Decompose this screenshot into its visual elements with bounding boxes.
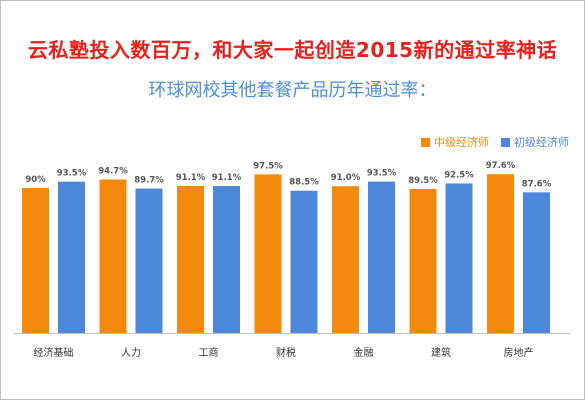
bar-junior-3 <box>290 190 318 333</box>
data-label-mid-2: 91.1% <box>176 173 206 183</box>
category-label-5: 建筑 <box>431 346 451 359</box>
category-label-6: 房地产 <box>504 346 534 359</box>
headline: 云私塾投入数百万，和大家一起创造2015新的通过率神话 <box>27 38 558 62</box>
bar-junior-0 <box>58 181 85 333</box>
bar-mid-5 <box>409 188 437 333</box>
data-label-mid-1: 94.7% <box>98 166 128 176</box>
bar-mid-3 <box>254 174 282 333</box>
bar-junior-6 <box>523 192 550 333</box>
category-label-1: 人力 <box>121 346 141 359</box>
data-label-junior-1: 89.7% <box>134 176 164 186</box>
category-label-2: 工商 <box>199 346 219 359</box>
bar-mid-4 <box>332 186 359 333</box>
legend-swatch-junior <box>501 137 510 147</box>
subheadline: 环球网校其他套餐产品历年通过率： <box>148 80 437 101</box>
data-label-junior-3: 88.5% <box>289 178 319 188</box>
data-label-mid-3: 97.5% <box>253 161 283 171</box>
legend-item-mid: 中级经济师 <box>421 134 489 150</box>
data-label-junior-5: 92.5% <box>444 170 474 180</box>
bar-mid-0 <box>22 188 49 333</box>
legend-label-mid: 中级经济师 <box>434 136 489 149</box>
chart-legend: 中级经济师 初级经济师 <box>409 134 569 150</box>
category-label-3: 财税 <box>276 346 296 359</box>
bar-junior-2 <box>213 186 240 333</box>
data-label-junior-4: 93.5% <box>367 169 397 179</box>
data-label-mid-4: 91.0% <box>331 173 361 183</box>
legend-label-junior: 初级经济师 <box>514 136 569 149</box>
data-label-junior-2: 91.1% <box>212 173 242 183</box>
bar-junior-5 <box>445 183 473 333</box>
bar-junior-1 <box>135 188 163 333</box>
bar-mid-2 <box>177 186 204 333</box>
data-label-mid-0: 90% <box>25 175 46 185</box>
data-label-mid-6: 97.6% <box>486 161 516 171</box>
bar-mid-1 <box>99 179 127 333</box>
category-label-4: 金融 <box>354 346 374 359</box>
data-label-junior-6: 87.6% <box>522 179 552 189</box>
category-label-0: 经济基础 <box>34 346 74 359</box>
legend-swatch-mid <box>421 137 430 147</box>
bar-mid-6 <box>487 174 514 333</box>
data-label-mid-5: 89.5% <box>408 176 438 186</box>
bar-junior-4 <box>368 181 395 333</box>
legend-item-junior: 初级经济师 <box>501 134 569 150</box>
data-label-junior-0: 93.5% <box>57 169 87 179</box>
